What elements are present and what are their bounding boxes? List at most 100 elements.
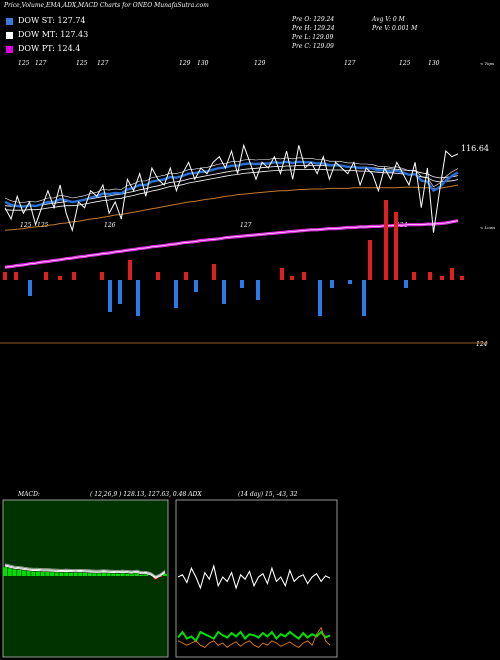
top-marker: 130 xyxy=(428,60,440,67)
price-label: 116.64 xyxy=(461,144,489,153)
ema-long-line xyxy=(4,184,459,231)
top-marker: 129 xyxy=(179,60,191,67)
chart-title: Price,Volume,EMA,ADX,MACD Charts for ONE… xyxy=(4,2,209,9)
volume-bar xyxy=(280,268,284,280)
macd-histogram-bar xyxy=(73,572,78,576)
volume-bar xyxy=(58,276,62,280)
macd-histogram-bar xyxy=(111,573,116,576)
volume-bar xyxy=(108,280,112,312)
volume-bar xyxy=(318,280,322,316)
info-avg-vol: Avg V: 0 M xyxy=(372,16,405,23)
legend-mt: DOW MT: 127.43 xyxy=(18,30,89,39)
volume-bar xyxy=(14,272,18,280)
volume-bar xyxy=(100,272,104,280)
tops-label: < Tops xyxy=(480,61,495,66)
macd-histogram-bar xyxy=(83,572,87,576)
volume-bar xyxy=(384,200,388,280)
macd-histogram-bar xyxy=(125,573,130,576)
macd-histogram-bar xyxy=(163,573,167,576)
adx-plus-di-line xyxy=(177,563,331,590)
volume-bar xyxy=(348,280,352,284)
info-close: Pre C: 129.09 xyxy=(292,43,334,50)
macd-histogram-bar xyxy=(130,574,135,576)
macd-histogram-bar xyxy=(97,573,102,576)
macd-histogram-bar xyxy=(12,569,17,576)
macd-values: ( 12,26,9 ) 128.13, 127.63, 0.48 ADX xyxy=(90,491,202,498)
macd-frame xyxy=(2,499,169,658)
volume-bar xyxy=(368,240,372,280)
volume-bar xyxy=(136,280,140,316)
volume-bar xyxy=(450,268,454,280)
macd-histogram-bar xyxy=(31,571,36,576)
macd-histogram-bar xyxy=(101,573,106,576)
top-marker: 125 xyxy=(399,60,411,67)
volume-bar xyxy=(128,260,132,280)
macd-histogram-bar xyxy=(54,572,59,576)
macd-histogram-bar xyxy=(40,572,45,576)
volume-bar xyxy=(460,276,464,280)
info-open: Pre O: 129.24 xyxy=(292,16,335,23)
price-chart xyxy=(0,143,488,344)
macd-histogram-bar xyxy=(3,567,7,576)
macd-histogram-bar xyxy=(87,573,92,576)
low-marker: 126 xyxy=(104,222,116,229)
volume-bar xyxy=(184,272,188,280)
macd-histogram-bar xyxy=(26,571,31,576)
macd-histogram-bar xyxy=(7,568,12,576)
macd-histogram-bar xyxy=(35,571,40,576)
macd-histogram-bar xyxy=(134,573,139,576)
macd-histogram-bar xyxy=(45,572,50,576)
legend-st: DOW ST: 127.74 xyxy=(18,16,86,25)
price-line xyxy=(4,143,459,233)
top-marker: 127 xyxy=(97,60,109,67)
volume-bar xyxy=(212,264,216,280)
low-marker: 125 xyxy=(20,222,32,229)
macd-histogram-bar xyxy=(115,573,120,576)
volume-bar xyxy=(412,272,416,280)
legend-swatch-mt xyxy=(6,32,13,39)
dow-st-line xyxy=(4,160,459,208)
top-marker: 125 xyxy=(76,60,88,67)
volume-bar xyxy=(174,280,178,308)
volume-bar xyxy=(28,280,32,296)
volume-bar xyxy=(256,280,260,300)
volume-bar xyxy=(290,276,294,280)
dow-pt-core-line xyxy=(4,220,459,268)
volume-bar xyxy=(440,276,444,280)
legend-swatch-pt xyxy=(6,46,13,53)
macd-histogram-bar xyxy=(144,574,149,576)
macd-histogram-bar xyxy=(59,572,64,576)
lows-label: < Lows xyxy=(480,225,496,230)
macd-histogram-bar xyxy=(50,572,55,576)
volume-bar xyxy=(44,272,48,280)
adx-minus-di-line xyxy=(177,630,331,643)
volume-bar xyxy=(222,280,226,304)
info-high: Pre H: 129.24 xyxy=(292,25,335,32)
macd-histogram-bar xyxy=(120,573,125,576)
volume-bar xyxy=(362,280,366,316)
macd-histogram-bar xyxy=(106,573,111,576)
volume-bar xyxy=(404,280,408,288)
macd-histogram-bar xyxy=(78,572,83,576)
volume-bar xyxy=(3,272,7,280)
macd-histogram-bar xyxy=(139,574,144,576)
volume-bar xyxy=(330,280,334,288)
dow-st-shadow-line xyxy=(4,157,459,203)
volume-bar xyxy=(302,272,306,280)
top-marker: 127 xyxy=(35,60,47,67)
ema-mid-line-lower xyxy=(4,168,459,211)
macd-histogram-bar xyxy=(21,570,26,576)
macd-signal-line xyxy=(4,564,166,578)
volume-bar xyxy=(194,280,198,292)
volume-bar xyxy=(428,272,432,280)
macd-histogram-bar xyxy=(17,569,22,576)
legend-swatch-st xyxy=(6,18,13,25)
low-marker: 127 xyxy=(240,222,252,229)
low-marker: 125 xyxy=(37,222,49,229)
volume-bar xyxy=(240,280,244,288)
adx-line xyxy=(177,626,331,648)
volume-bar xyxy=(394,212,398,280)
top-marker: 129 xyxy=(254,60,266,67)
volume-label: 124 xyxy=(476,341,488,348)
